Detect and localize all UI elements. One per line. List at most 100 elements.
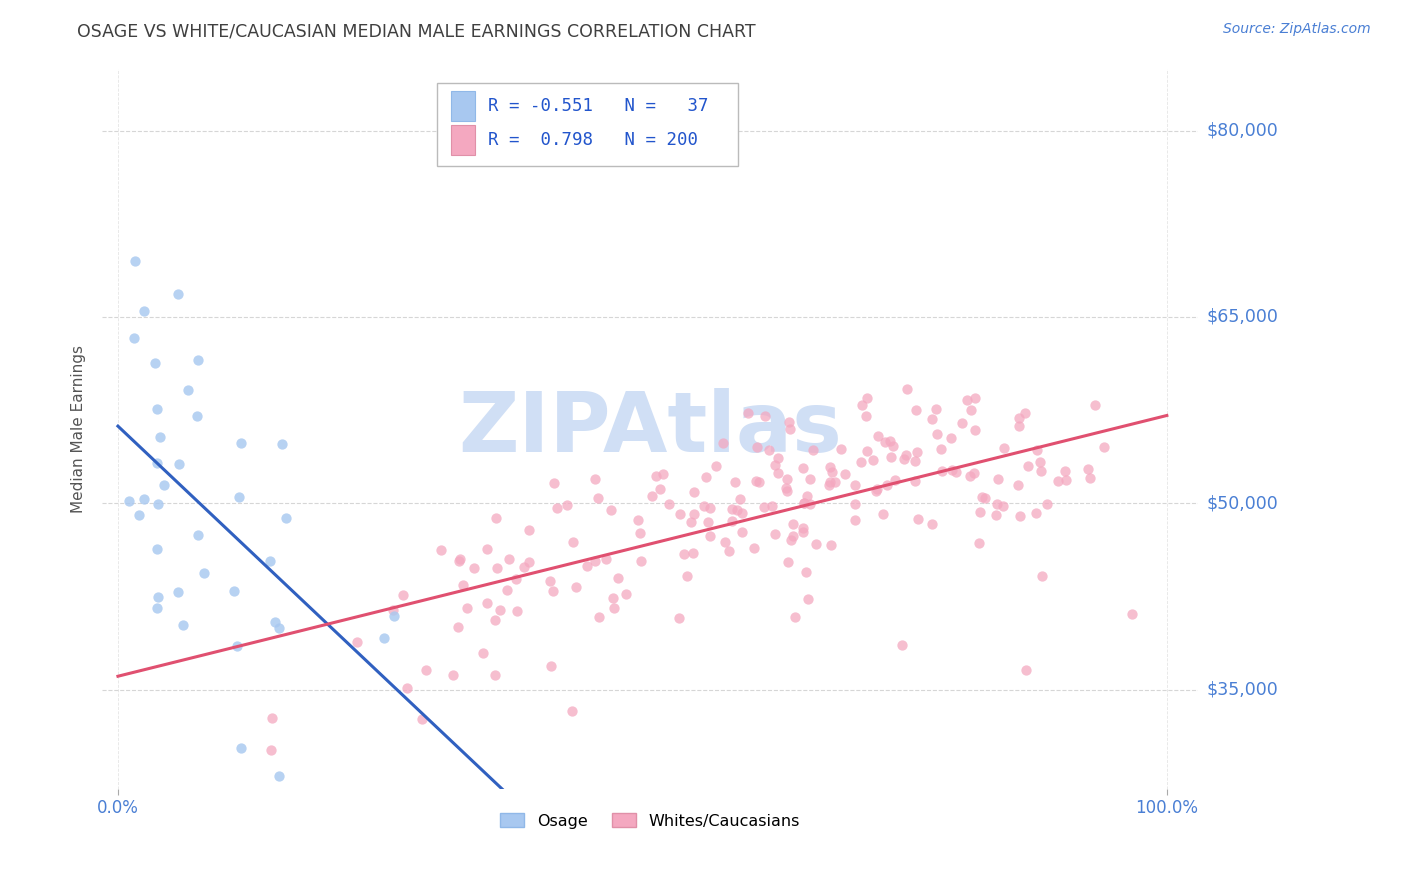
Point (945, 465, 967, 479)
Point (778, 555, 800, 569)
Point (905, 403, 928, 417)
Point (471, 646, 494, 660)
Point (785, 610, 807, 624)
Point (683, 485, 706, 500)
Point (974, 491, 997, 505)
Point (648, 482, 671, 496)
Point (627, 513, 650, 527)
Point (172, 617, 194, 632)
Point (489, 603, 512, 617)
Point (792, 524, 814, 539)
Point (965, 423, 987, 437)
Point (776, 472, 799, 486)
Point (498, 552, 520, 566)
Point (124, 253, 146, 268)
Point (373, 631, 395, 645)
Point (541, 584, 564, 599)
Point (1031, 568, 1053, 582)
Point (1029, 455, 1052, 469)
Point (517, 555, 540, 569)
Point (714, 534, 737, 549)
Text: $35,000: $35,000 (1206, 681, 1278, 698)
Point (993, 499, 1015, 513)
Point (668, 611, 690, 625)
Point (1084, 398, 1107, 412)
Point (1008, 410, 1031, 425)
Point (260, 743, 283, 757)
FancyBboxPatch shape (451, 91, 475, 121)
Point (941, 431, 963, 445)
Point (269, 769, 291, 783)
Point (148, 590, 170, 604)
Point (696, 516, 718, 530)
Point (824, 475, 846, 490)
Point (1077, 461, 1099, 475)
Point (669, 508, 692, 522)
Point (872, 508, 894, 522)
Point (797, 592, 820, 607)
Point (222, 583, 245, 598)
Point (132, 304, 155, 318)
Point (449, 552, 471, 566)
Point (745, 474, 768, 488)
Point (844, 478, 866, 492)
Point (894, 448, 917, 462)
Point (267, 620, 290, 634)
Point (905, 445, 928, 459)
Point (1029, 464, 1052, 478)
Point (1092, 440, 1115, 454)
Point (447, 554, 470, 568)
Legend: Osage, Whites/Caucasians: Osage, Whites/Caucasians (494, 806, 807, 835)
Text: R = -0.551   N =   37: R = -0.551 N = 37 (488, 97, 709, 115)
Point (576, 559, 599, 574)
Point (441, 668, 464, 682)
Point (986, 497, 1008, 511)
Point (392, 589, 415, 603)
Point (875, 435, 897, 450)
Point (562, 534, 585, 549)
Point (806, 537, 828, 551)
Point (1025, 506, 1047, 520)
Point (1017, 459, 1039, 474)
Point (967, 536, 990, 550)
Point (595, 552, 617, 566)
Point (744, 541, 766, 555)
Point (486, 561, 509, 575)
Point (763, 458, 786, 473)
Point (555, 498, 578, 512)
Point (538, 574, 561, 589)
Point (818, 475, 841, 489)
Point (588, 491, 610, 505)
Point (893, 451, 915, 466)
Point (844, 497, 866, 511)
Point (782, 529, 804, 543)
Point (959, 469, 981, 483)
Point (630, 554, 652, 568)
Point (132, 491, 155, 506)
Point (987, 472, 1010, 486)
Point (166, 585, 188, 599)
Point (862, 452, 884, 467)
Point (1047, 474, 1070, 488)
Point (1014, 406, 1036, 420)
Point (761, 499, 783, 513)
Point (820, 538, 842, 552)
Point (543, 476, 565, 491)
Point (676, 569, 699, 583)
Point (993, 442, 1015, 456)
Point (640, 489, 662, 503)
Point (1015, 664, 1038, 678)
Point (748, 475, 770, 489)
Point (1008, 418, 1031, 433)
Point (782, 516, 804, 531)
Point (866, 428, 889, 442)
Point (346, 635, 368, 649)
Point (925, 402, 948, 417)
Point (475, 596, 498, 610)
Point (128, 508, 150, 523)
Point (153, 478, 176, 492)
Y-axis label: Median Male Earnings: Median Male Earnings (72, 344, 86, 513)
Point (270, 436, 292, 450)
Point (225, 639, 247, 653)
Point (766, 466, 789, 480)
